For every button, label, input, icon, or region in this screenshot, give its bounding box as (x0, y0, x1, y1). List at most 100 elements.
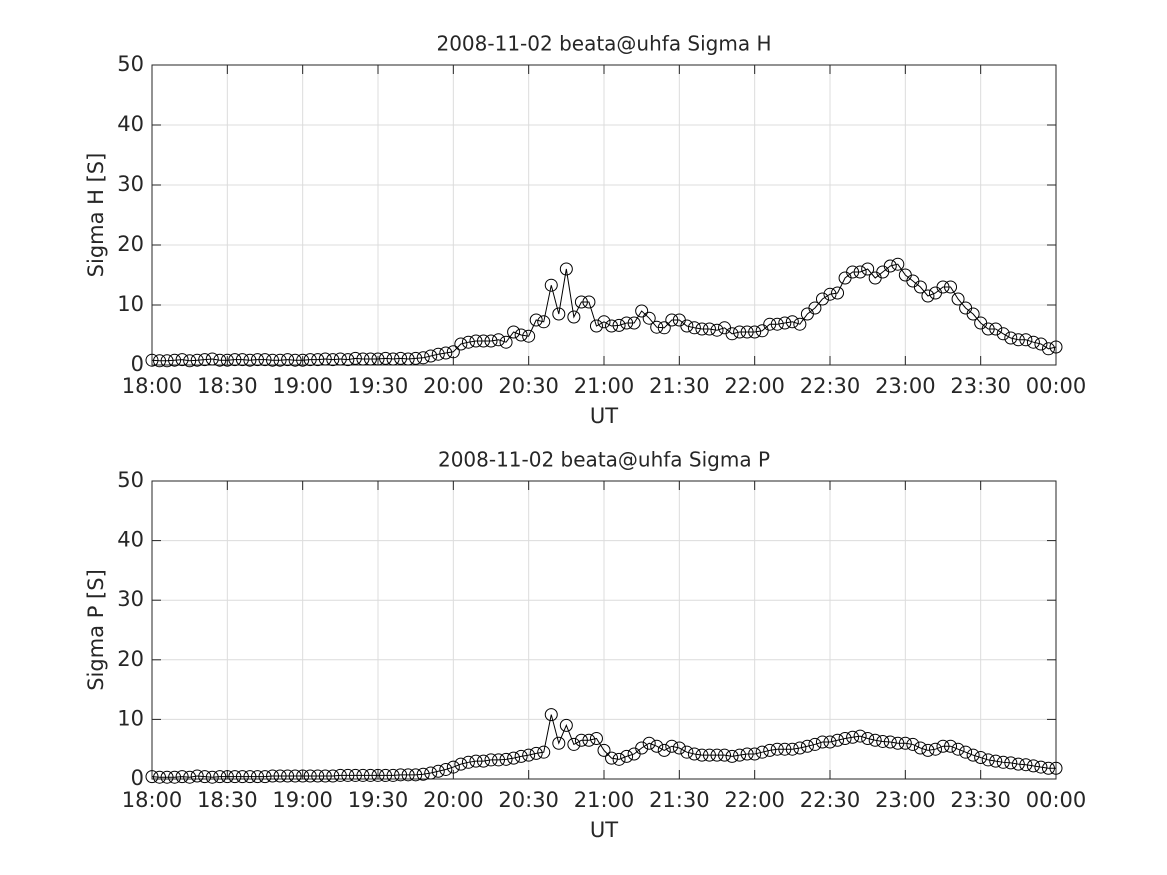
data-point (635, 304, 649, 318)
data-point (213, 353, 227, 367)
data-point (416, 351, 430, 365)
data-point (695, 748, 709, 762)
x-tick-label: 18:00 (122, 374, 183, 398)
data-point (250, 353, 264, 367)
data-point (778, 742, 792, 756)
data-point (800, 739, 814, 753)
data-point (574, 295, 588, 309)
y-tick-label: 20 (117, 232, 144, 256)
x-tick-label: 20:00 (423, 374, 484, 398)
data-point (1004, 756, 1018, 770)
data-point (386, 352, 400, 366)
data-point (454, 337, 468, 351)
data-point (379, 351, 393, 365)
data-point (883, 259, 897, 273)
data-point (665, 313, 679, 327)
data-point (492, 753, 506, 767)
data-point (657, 321, 671, 335)
data-point (544, 278, 558, 292)
data-point (469, 754, 483, 768)
data-point (431, 764, 445, 778)
data-point (823, 735, 837, 749)
data-point (748, 325, 762, 339)
x-tick-label: 18:00 (122, 788, 183, 812)
x-tick-label: 00:00 (1026, 788, 1087, 812)
data-point (1026, 759, 1040, 773)
data-point (356, 768, 370, 782)
y-axis-label: Sigma H [S] (84, 153, 108, 278)
data-point (243, 353, 257, 367)
x-tick-label: 21:00 (574, 374, 635, 398)
data-point (665, 739, 679, 753)
data-point (484, 753, 498, 767)
data-point (228, 353, 242, 367)
data-point (733, 748, 747, 762)
x-tick-label: 19:00 (272, 788, 333, 812)
data-point (1034, 337, 1048, 351)
data-point (476, 334, 490, 348)
data-point (846, 265, 860, 279)
data-point (431, 347, 445, 361)
x-tick-label: 18:30 (197, 788, 258, 812)
data-point (642, 311, 656, 325)
data-point (861, 731, 875, 745)
y-tick-label: 40 (117, 528, 144, 552)
data-point (936, 280, 950, 294)
data-point (220, 770, 234, 784)
data-point (552, 307, 566, 321)
data-point (891, 736, 905, 750)
data-point (537, 315, 551, 329)
data-point (363, 768, 377, 782)
data-point (303, 353, 317, 367)
data-point (627, 316, 641, 330)
y-tick-label: 10 (117, 292, 144, 316)
data-point (213, 770, 227, 784)
data-point (725, 327, 739, 341)
data-point (190, 769, 204, 783)
data-point (785, 742, 799, 756)
x-tick-label: 20:00 (423, 788, 484, 812)
data-point (959, 745, 973, 759)
data-point (273, 769, 287, 783)
y-tick-label: 50 (117, 52, 144, 76)
data-point (416, 767, 430, 781)
y-axis-label: Sigma P [S] (84, 569, 108, 691)
data-point (205, 770, 219, 784)
data-point (831, 286, 845, 300)
data-point (996, 755, 1010, 769)
data-point (635, 741, 649, 755)
data-point (303, 769, 317, 783)
data-point (446, 760, 460, 774)
data-point (981, 322, 995, 336)
data-point (514, 328, 528, 342)
data-point (612, 752, 626, 766)
x-tick-label: 21:00 (574, 788, 635, 812)
data-point (951, 292, 965, 306)
data-point (589, 319, 603, 333)
data-point (424, 349, 438, 363)
data-point (522, 329, 536, 343)
data-point (559, 718, 573, 732)
data-point (733, 325, 747, 339)
data-point (258, 353, 272, 367)
data-point (755, 745, 769, 759)
data-point (1019, 333, 1033, 347)
data-point (650, 320, 664, 334)
data-point (288, 353, 302, 367)
x-tick-label: 22:00 (724, 788, 785, 812)
data-point (333, 352, 347, 366)
data-point (574, 733, 588, 747)
data-point (1041, 761, 1055, 775)
data-point (168, 353, 182, 367)
data-point (1011, 333, 1025, 347)
data-point (235, 353, 249, 367)
data-point (318, 352, 332, 366)
data-point (868, 733, 882, 747)
data-point (273, 353, 287, 367)
data-point (770, 742, 784, 756)
data-point (944, 280, 958, 294)
data-point (326, 769, 340, 783)
data-point (710, 323, 724, 337)
x-tick-label: 22:30 (800, 374, 861, 398)
